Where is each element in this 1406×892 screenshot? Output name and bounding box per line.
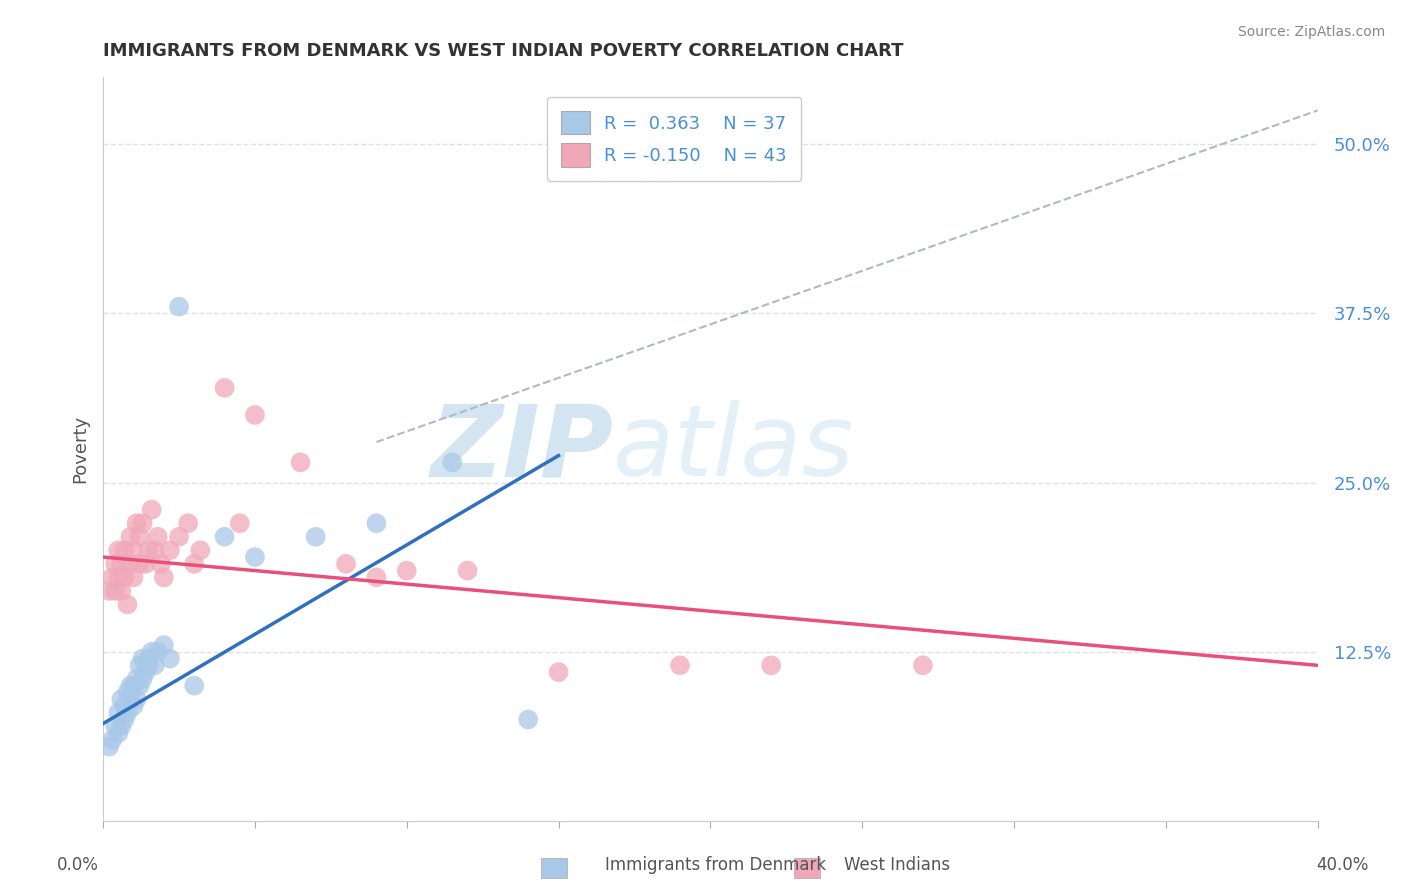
Point: [305, 530, 328, 544]
Point: [107, 706, 129, 720]
Point: [120, 557, 142, 571]
Point: [229, 516, 252, 531]
Point: [366, 570, 388, 584]
Point: [214, 381, 236, 395]
Text: atlas: atlas: [613, 401, 855, 498]
Point: [141, 502, 163, 516]
Point: [120, 692, 142, 706]
Point: [112, 713, 135, 727]
Point: [110, 719, 132, 733]
Point: [107, 543, 129, 558]
Point: [146, 530, 169, 544]
Point: [135, 557, 157, 571]
Point: [112, 570, 135, 584]
Point: [146, 645, 169, 659]
Point: [112, 543, 135, 558]
Point: [138, 651, 160, 665]
Point: [441, 455, 464, 469]
Text: ZIP: ZIP: [430, 401, 613, 498]
Point: [117, 598, 139, 612]
Point: [104, 719, 127, 733]
Point: [101, 570, 124, 584]
Point: [128, 679, 150, 693]
Point: [167, 300, 190, 314]
Point: [290, 455, 312, 469]
Point: [122, 698, 145, 713]
Point: [911, 658, 934, 673]
Point: [125, 672, 148, 686]
Point: [131, 672, 153, 686]
Point: [110, 692, 132, 706]
Point: [122, 679, 145, 693]
Text: Source: ZipAtlas.com: Source: ZipAtlas.com: [1237, 25, 1385, 39]
Point: [366, 516, 388, 531]
Point: [122, 543, 145, 558]
Text: IMMIGRANTS FROM DENMARK VS WEST INDIAN POVERTY CORRELATION CHART: IMMIGRANTS FROM DENMARK VS WEST INDIAN P…: [103, 42, 904, 60]
Point: [143, 658, 166, 673]
Point: [104, 583, 127, 598]
Point: [128, 658, 150, 673]
Point: [110, 583, 132, 598]
Legend: R =  0.363    N = 37, R = -0.150    N = 43: R = 0.363 N = 37, R = -0.150 N = 43: [547, 97, 801, 181]
Point: [125, 692, 148, 706]
Point: [120, 679, 142, 693]
Point: [183, 557, 205, 571]
Point: [547, 665, 569, 679]
Point: [149, 557, 172, 571]
Point: [243, 550, 266, 565]
Point: [125, 516, 148, 531]
Point: [120, 530, 142, 544]
Point: [214, 530, 236, 544]
Point: [167, 530, 190, 544]
Point: [128, 530, 150, 544]
Point: [128, 557, 150, 571]
Text: West Indians: West Indians: [844, 855, 949, 873]
Point: [101, 732, 124, 747]
Text: 40.0%: 40.0%: [1316, 855, 1369, 873]
Point: [131, 516, 153, 531]
Point: [107, 726, 129, 740]
Point: [112, 698, 135, 713]
Point: [759, 658, 782, 673]
Point: [107, 570, 129, 584]
Point: [188, 543, 211, 558]
Point: [138, 543, 160, 558]
Point: [159, 651, 181, 665]
Point: [159, 543, 181, 558]
Text: 0.0%: 0.0%: [56, 855, 98, 873]
Point: [138, 658, 160, 673]
Point: [135, 665, 157, 679]
Point: [456, 564, 478, 578]
Point: [110, 557, 132, 571]
Point: [153, 638, 176, 652]
Point: [122, 570, 145, 584]
Point: [243, 408, 266, 422]
Point: [117, 685, 139, 699]
Point: [177, 516, 200, 531]
Y-axis label: Poverty: Poverty: [72, 415, 89, 483]
Point: [98, 739, 121, 754]
Text: Immigrants from Denmark: Immigrants from Denmark: [605, 855, 825, 873]
Point: [141, 645, 163, 659]
Point: [117, 706, 139, 720]
Point: [153, 570, 176, 584]
Point: [143, 543, 166, 558]
Point: [395, 564, 418, 578]
Point: [335, 557, 357, 571]
Point: [669, 658, 692, 673]
Point: [183, 679, 205, 693]
Point: [98, 583, 121, 598]
Point: [517, 713, 540, 727]
Point: [104, 557, 127, 571]
Point: [131, 651, 153, 665]
